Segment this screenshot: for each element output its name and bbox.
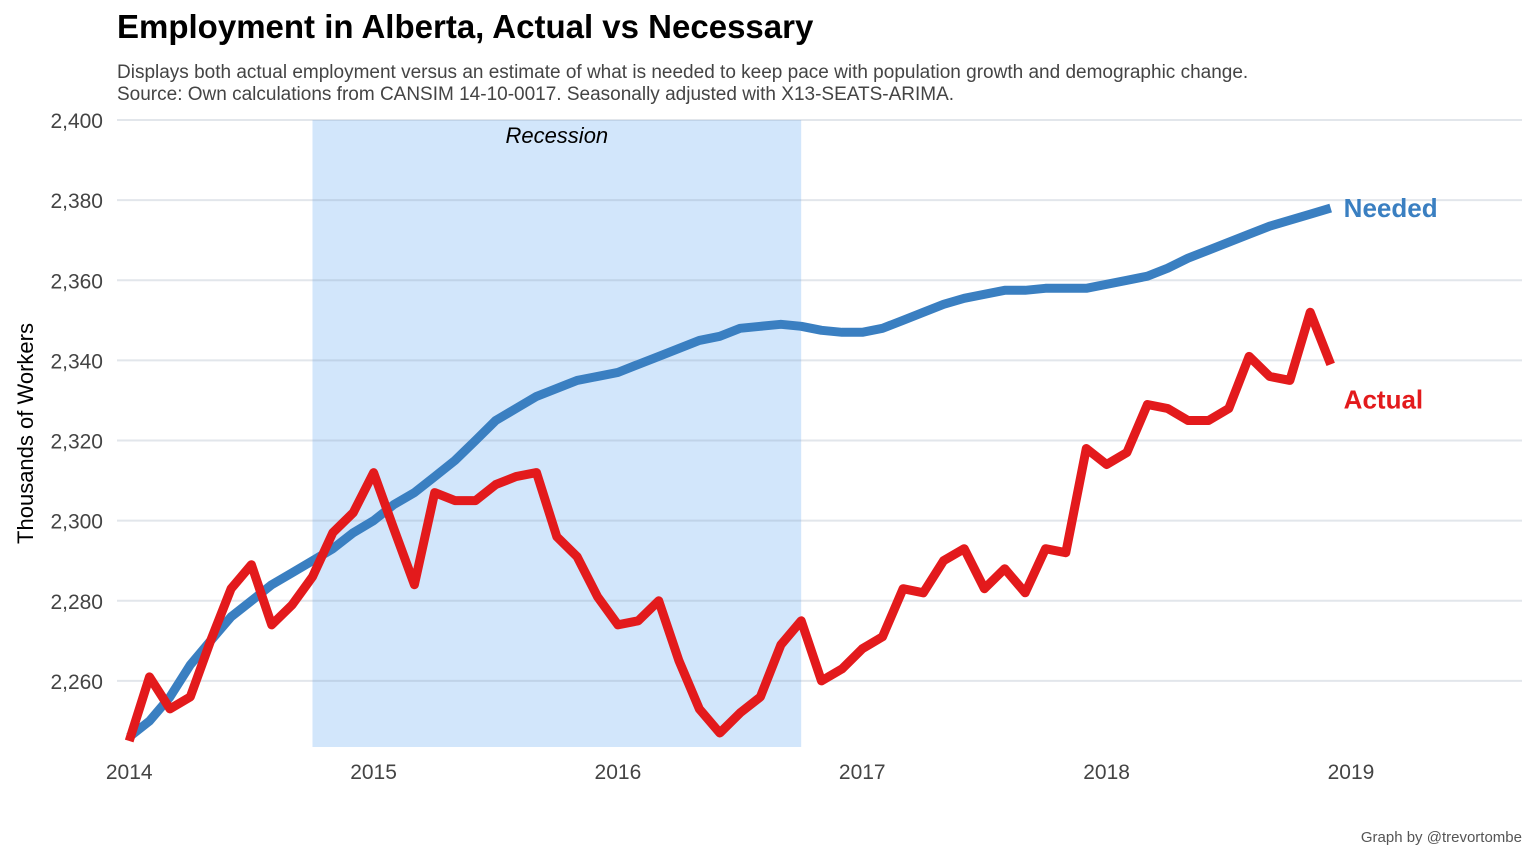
x-tick-label: 2015 [350,761,397,784]
x-tick-label: 2017 [839,761,886,784]
recession-band [312,120,801,747]
y-tick-label: 2,340 [50,350,103,373]
y-tick-label: 2,360 [50,270,103,293]
series-label-needed: Needed [1344,193,1438,223]
y-tick-label: 2,400 [50,110,103,133]
y-tick-label: 2,380 [50,190,103,213]
y-tick-label: 2,300 [50,511,103,534]
y-axis-ticks: 2,260 2,280 2,300 2,320 2,340 2,360 2,380 2,400 [50,110,103,694]
series-label-actual: Actual [1344,384,1423,414]
x-tick-label: 2016 [595,761,642,784]
x-tick-label: 2018 [1083,761,1130,784]
y-axis-label: Thousands of Workers [13,323,38,544]
recession-label: Recession [505,123,608,148]
chart-caption: Graph by @trevortombe [1361,829,1522,846]
x-axis-ticks: 2014 2015 2016 2017 2018 2019 [106,761,1374,784]
y-tick-label: 2,260 [50,671,103,694]
y-tick-label: 2,280 [50,591,103,614]
y-tick-label: 2,320 [50,431,103,454]
x-tick-label: 2014 [106,761,153,784]
x-tick-label: 2019 [1328,761,1375,784]
